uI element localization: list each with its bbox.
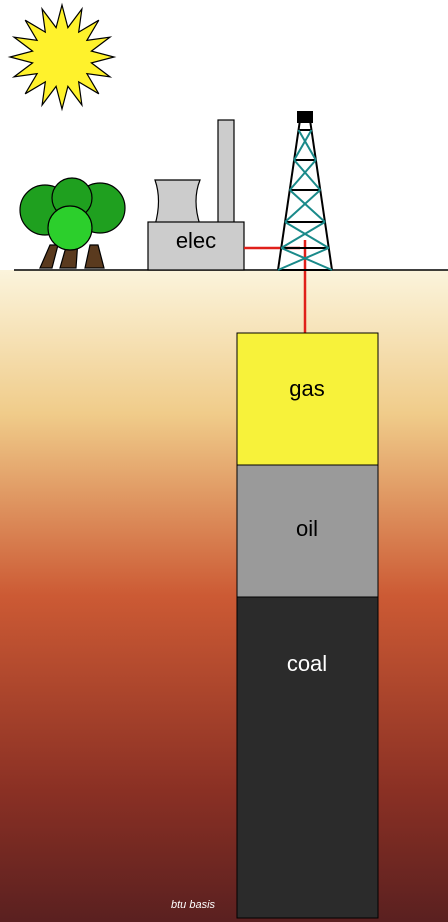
derrick-leg [277,119,301,271]
derrick-brace [277,247,330,271]
power-plant [147,119,245,271]
derrick-brace [288,159,317,191]
trees [19,177,126,269]
derrick-leg [309,119,333,271]
layer-label: gas [289,376,324,401]
derrick-brace [289,189,326,223]
derrick-brace [280,247,333,271]
derrick-brace [284,189,321,223]
derrick-top [297,111,313,123]
note: btu basis [171,899,216,911]
layer [236,596,379,919]
plant-label: elec [176,228,216,253]
derrick-brace [293,159,322,191]
layer-label: coal [287,651,327,676]
derrick-brace [293,129,313,161]
derrick-brace [297,129,317,161]
layer-label: oil [296,516,318,541]
well-column: gas oil coal [236,332,379,919]
layer [236,332,379,466]
ground [0,270,448,922]
sun [7,2,117,112]
derrick-brace [284,221,330,249]
layer [236,464,379,598]
derrick [277,111,333,271]
derrick-brace [280,221,326,249]
